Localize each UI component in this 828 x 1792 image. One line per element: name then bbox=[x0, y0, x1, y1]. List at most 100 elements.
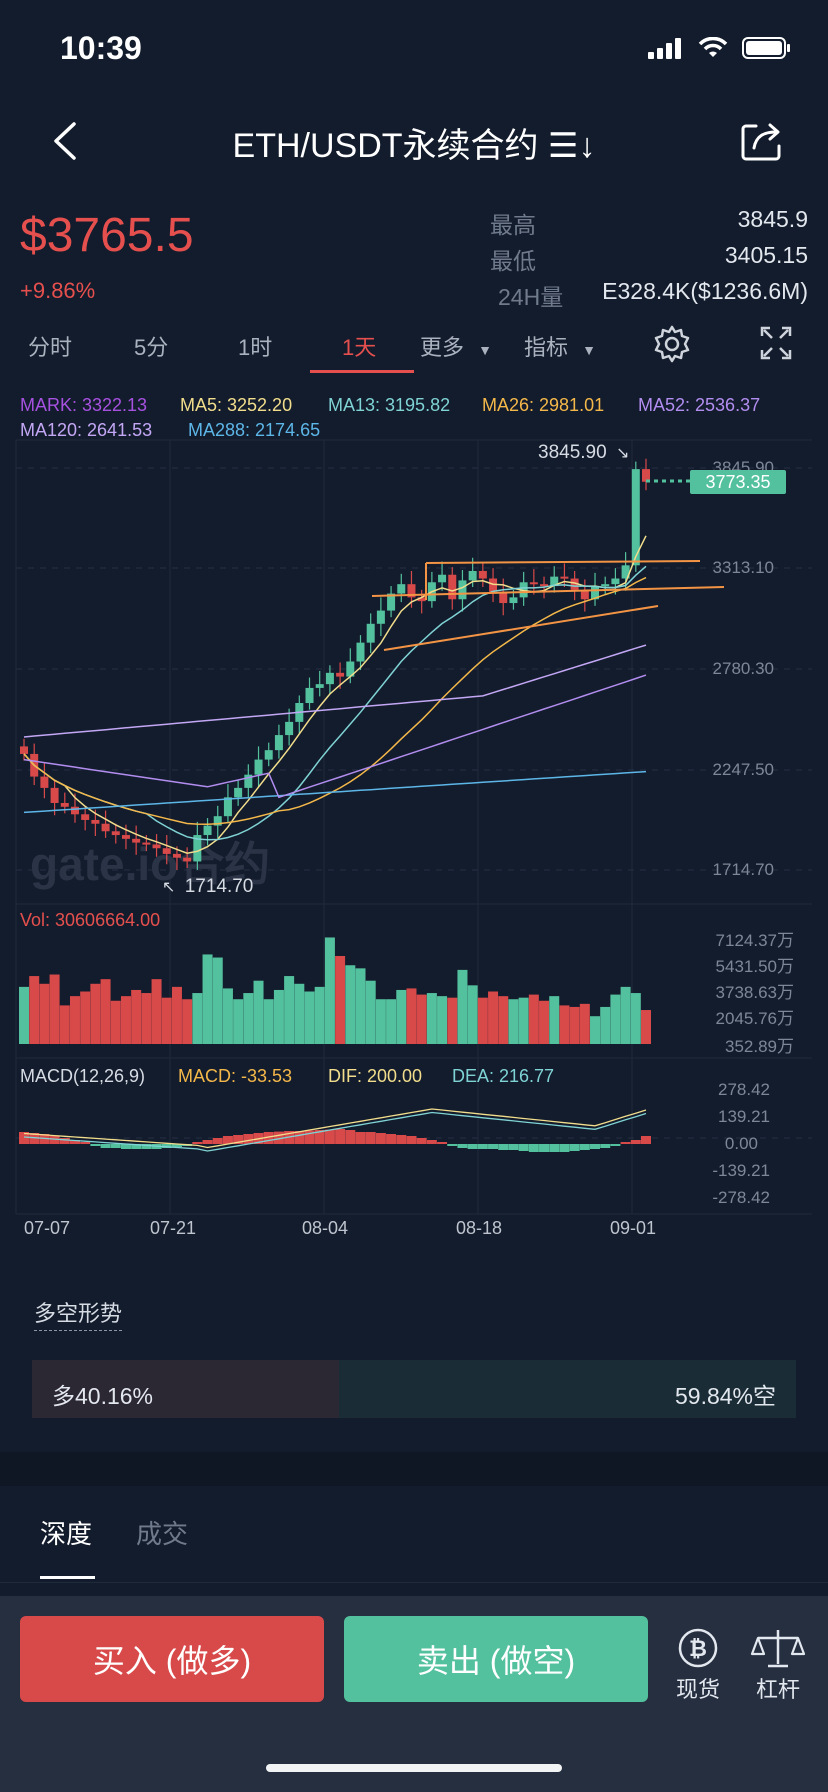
settings-icon[interactable] bbox=[652, 324, 692, 364]
macd-bar bbox=[243, 1134, 254, 1144]
macd-bar bbox=[396, 1135, 407, 1144]
volume-label: Vol: 30606664.00 bbox=[20, 910, 161, 930]
candle-body bbox=[121, 835, 130, 839]
macd-bar bbox=[335, 1129, 346, 1144]
buy-long-button[interactable]: 买入 (做多) bbox=[20, 1616, 324, 1702]
volume-bar bbox=[457, 969, 468, 1044]
candle-body bbox=[509, 597, 518, 604]
volume-bar bbox=[19, 986, 29, 1044]
candle-body bbox=[346, 661, 355, 677]
candle-body bbox=[478, 570, 487, 579]
volume-bar bbox=[151, 979, 162, 1044]
volume-bar bbox=[182, 999, 193, 1044]
legend-mark: MARK: 3322.13 bbox=[20, 395, 148, 415]
candle-body bbox=[70, 806, 79, 815]
volume-bar bbox=[324, 937, 335, 1044]
candle-body bbox=[570, 578, 579, 590]
share-icon[interactable] bbox=[740, 120, 784, 162]
volume-bar bbox=[569, 1006, 580, 1044]
volume-bar bbox=[202, 954, 213, 1044]
ma26-line bbox=[23, 576, 647, 825]
macd-tick-2: 139.21 bbox=[718, 1107, 770, 1126]
tab-trades[interactable]: 成交 bbox=[136, 1519, 189, 1549]
macd-bar bbox=[304, 1130, 315, 1144]
macd-bar bbox=[600, 1144, 611, 1148]
volume-bar bbox=[630, 993, 641, 1044]
candle-body bbox=[203, 825, 212, 836]
candle-body bbox=[325, 672, 334, 685]
macd-bar bbox=[610, 1144, 621, 1146]
candle-body bbox=[417, 597, 426, 602]
macd-bar bbox=[263, 1132, 274, 1144]
spot-label[interactable]: 现货 bbox=[675, 1677, 720, 1702]
long-short-title[interactable]: 多空形势 bbox=[34, 1296, 123, 1331]
long-ratio-bar bbox=[32, 1360, 339, 1418]
macd-bar bbox=[579, 1144, 590, 1150]
macd-bar bbox=[212, 1138, 223, 1144]
candle-body bbox=[315, 684, 324, 688]
candle-body bbox=[540, 584, 549, 587]
volume-bar bbox=[590, 1016, 601, 1044]
legend-ma120: MA120: 2641.53 bbox=[20, 420, 153, 440]
battery-icon bbox=[742, 37, 790, 59]
current-price-tag: 3773.35 bbox=[690, 470, 786, 494]
back-icon[interactable] bbox=[46, 118, 86, 164]
volume-bar bbox=[610, 994, 621, 1044]
svg-text:₿: ₿ bbox=[689, 1636, 707, 1661]
caret-down-icon: ▼ bbox=[582, 342, 596, 358]
kline-chart[interactable]: gate.io合约 bbox=[0, 0, 828, 1240]
candle-body bbox=[244, 774, 253, 788]
volume-bar bbox=[80, 991, 91, 1044]
dea-value: DEA: 216.77 bbox=[452, 1066, 555, 1086]
macd-bar bbox=[528, 1144, 539, 1152]
macd-bar bbox=[426, 1140, 437, 1144]
short-ratio-bar bbox=[339, 1360, 796, 1418]
candle-body bbox=[601, 584, 610, 587]
spot-bitcoin-icon[interactable]: ₿ bbox=[670, 1626, 726, 1670]
candle-body bbox=[499, 591, 508, 604]
fullscreen-icon[interactable] bbox=[760, 326, 792, 360]
macd-bar bbox=[641, 1136, 651, 1144]
sell-short-button[interactable]: 卖出 (做空) bbox=[344, 1616, 648, 1702]
volume-bar bbox=[447, 997, 458, 1044]
candle-body bbox=[254, 759, 263, 775]
watermark: gate.io合约 bbox=[30, 838, 270, 890]
high-value: 3845.9 bbox=[737, 206, 808, 232]
depth-divider bbox=[0, 1582, 828, 1583]
high-marker-label: 3845.90 ↘ bbox=[538, 442, 629, 464]
tab-depth[interactable]: 深度 bbox=[40, 1519, 93, 1549]
tab-5min[interactable]: 5分 bbox=[134, 335, 169, 360]
legend-ma288: MA288: 2174.65 bbox=[188, 420, 321, 440]
macd-bar bbox=[49, 1136, 60, 1144]
macd-bar bbox=[69, 1140, 80, 1144]
volume-bar bbox=[416, 994, 427, 1044]
volume-bar bbox=[90, 983, 101, 1044]
volume-bar bbox=[59, 1005, 70, 1044]
tab-1hour[interactable]: 1时 bbox=[238, 335, 273, 360]
macd-bar bbox=[620, 1142, 631, 1144]
date-tick-3: 08-04 bbox=[302, 1218, 349, 1238]
candle-body bbox=[529, 582, 538, 585]
macd-tick-5: -278.42 bbox=[712, 1188, 770, 1207]
leverage-label[interactable]: 杠杆 bbox=[755, 1677, 800, 1702]
tab-1day[interactable]: 1天 bbox=[342, 335, 377, 360]
high-label: 最高 bbox=[490, 212, 536, 238]
volume-bar bbox=[406, 988, 417, 1044]
tab-indicators[interactable]: 指标 ▼ bbox=[524, 330, 596, 362]
volume-bar bbox=[120, 996, 131, 1044]
y-tick-3: 2780.30 bbox=[712, 659, 774, 678]
candle-body bbox=[274, 735, 283, 751]
candle-body bbox=[387, 593, 396, 611]
page-title[interactable]: ETH/USDT永续合约 ☰↓ bbox=[232, 127, 596, 165]
macd-bar bbox=[375, 1133, 386, 1144]
active-tab-underline bbox=[310, 370, 414, 373]
wifi-icon bbox=[698, 37, 728, 57]
macd-bar bbox=[437, 1142, 448, 1144]
tab-more[interactable]: 更多 ▼ bbox=[420, 330, 492, 362]
tab-timeline[interactable]: 分时 bbox=[28, 335, 73, 360]
volume-bar bbox=[539, 1000, 550, 1044]
volume-bar bbox=[335, 955, 346, 1044]
leverage-scale-icon[interactable] bbox=[750, 1626, 806, 1670]
volume-bar bbox=[559, 1005, 570, 1044]
macd-tick-1: 278.42 bbox=[718, 1080, 770, 1099]
